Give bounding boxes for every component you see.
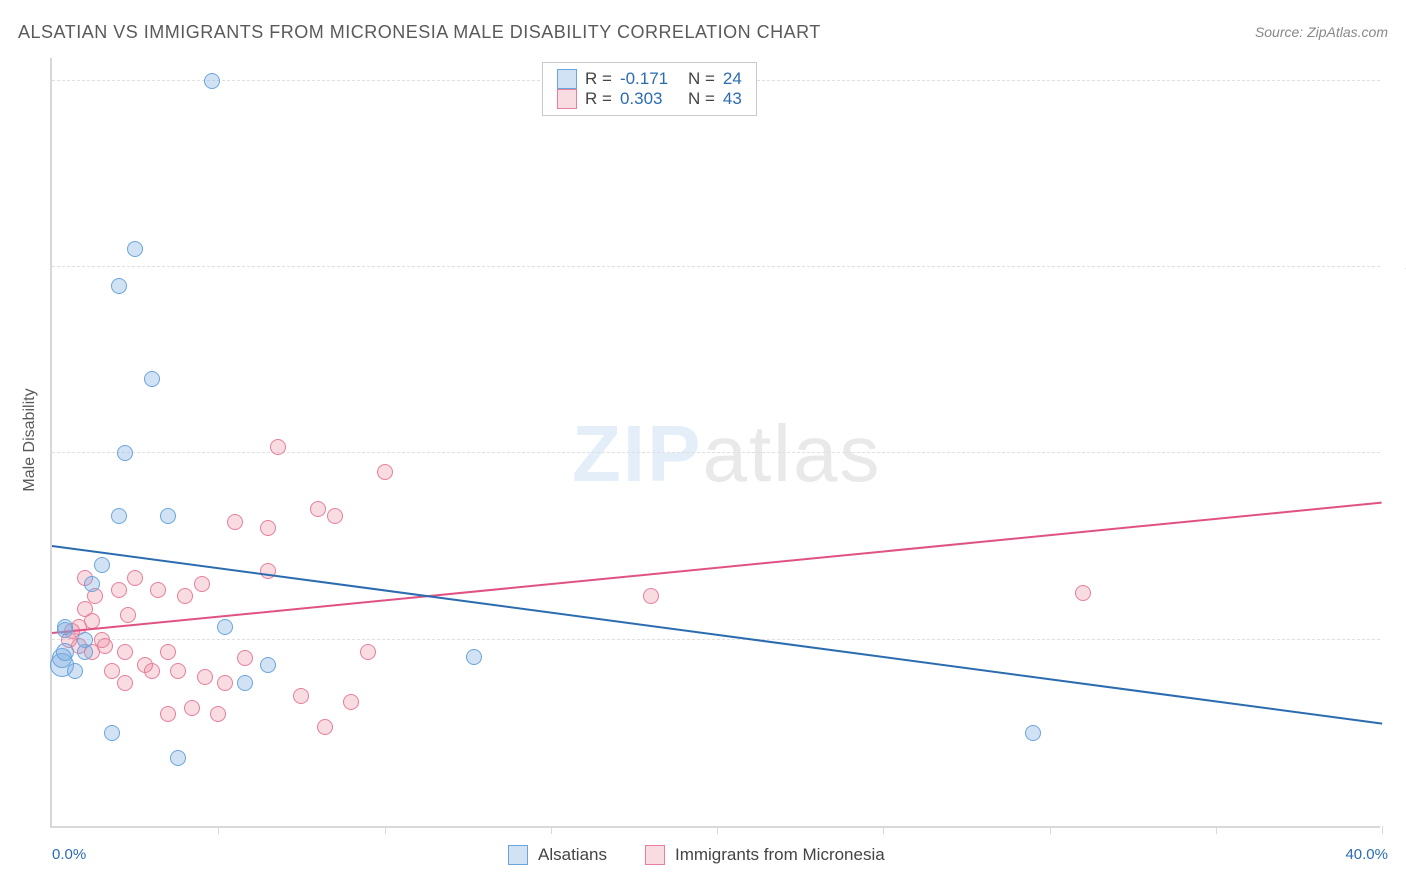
data-point — [293, 688, 309, 704]
watermark: ZIPatlas — [572, 408, 881, 500]
chart-title: ALSATIAN VS IMMIGRANTS FROM MICRONESIA M… — [18, 22, 821, 43]
y-tick-label: 60.0% — [1388, 72, 1406, 89]
x-max-label: 40.0% — [1345, 846, 1388, 863]
y-tick-label: 30.0% — [1388, 445, 1406, 462]
data-point — [343, 694, 359, 710]
data-point — [1025, 725, 1041, 741]
watermark-zip: ZIP — [572, 409, 702, 498]
data-point — [197, 669, 213, 685]
trend-line — [52, 545, 1382, 725]
data-point — [184, 700, 200, 716]
data-point — [84, 576, 100, 592]
data-point — [120, 607, 136, 623]
data-point — [260, 563, 276, 579]
data-point — [67, 663, 83, 679]
data-point — [317, 719, 333, 735]
data-point — [144, 663, 160, 679]
series-swatch — [557, 69, 577, 89]
legend-swatch — [645, 845, 665, 865]
legend-label: Alsatians — [538, 845, 607, 865]
data-point — [310, 501, 326, 517]
stat-r-value: -0.171 — [620, 69, 680, 89]
stat-r-label: R = — [585, 89, 612, 109]
stat-r-label: R = — [585, 69, 612, 89]
data-point — [104, 725, 120, 741]
stat-n-value: 24 — [723, 69, 742, 89]
data-point — [217, 675, 233, 691]
source-attribution: Source: ZipAtlas.com — [1255, 24, 1388, 40]
data-point — [160, 508, 176, 524]
data-point — [270, 439, 286, 455]
data-point — [77, 632, 93, 648]
data-point — [170, 663, 186, 679]
x-tick — [218, 826, 219, 834]
data-point — [77, 601, 93, 617]
data-point — [127, 570, 143, 586]
stat-n-value: 43 — [723, 89, 742, 109]
series-swatch — [557, 89, 577, 109]
data-point — [217, 619, 233, 635]
data-point — [377, 464, 393, 480]
data-point — [260, 520, 276, 536]
x-tick — [883, 826, 884, 834]
gridline-h — [52, 452, 1380, 453]
data-point — [466, 649, 482, 665]
correlation-stats-box: R = -0.171 N = 24 R = 0.303 N = 43 — [542, 62, 757, 116]
watermark-atlas: atlas — [702, 409, 881, 498]
y-tick-label: 45.0% — [1388, 259, 1406, 276]
x-tick — [385, 826, 386, 834]
data-point — [127, 241, 143, 257]
data-point — [227, 514, 243, 530]
data-point — [643, 588, 659, 604]
stat-n-label: N = — [688, 89, 715, 109]
data-point — [111, 582, 127, 598]
data-point — [150, 582, 166, 598]
x-tick — [717, 826, 718, 834]
stat-n-label: N = — [688, 69, 715, 89]
legend-swatch — [508, 845, 528, 865]
data-point — [117, 644, 133, 660]
stats-row: R = 0.303 N = 43 — [557, 89, 742, 109]
data-point — [237, 650, 253, 666]
x-tick — [551, 826, 552, 834]
gridline-h — [52, 266, 1380, 267]
trend-line — [52, 501, 1382, 633]
data-point — [260, 657, 276, 673]
data-point — [160, 706, 176, 722]
data-point — [210, 706, 226, 722]
data-point — [1075, 585, 1091, 601]
data-point — [94, 557, 110, 573]
data-point — [160, 644, 176, 660]
data-point — [177, 588, 193, 604]
data-point — [327, 508, 343, 524]
data-point — [170, 750, 186, 766]
x-tick — [1216, 826, 1217, 834]
data-point — [144, 371, 160, 387]
y-axis-label: Male Disability — [21, 388, 39, 491]
gridline-h — [52, 639, 1380, 640]
data-point — [57, 619, 73, 635]
scatter-plot-area: ZIPatlas 15.0%30.0%45.0%60.0% — [50, 58, 1380, 828]
data-point — [111, 278, 127, 294]
data-point — [56, 643, 74, 661]
stats-row: R = -0.171 N = 24 — [557, 69, 742, 89]
data-point — [97, 638, 113, 654]
data-point — [117, 445, 133, 461]
data-point — [117, 675, 133, 691]
x-tick — [1050, 826, 1051, 834]
data-point — [204, 73, 220, 89]
data-point — [111, 508, 127, 524]
x-tick — [1382, 826, 1383, 834]
data-point — [237, 675, 253, 691]
x-origin-label: 0.0% — [52, 846, 86, 863]
legend-label: Immigrants from Micronesia — [675, 845, 885, 865]
series-legend: Alsatians Immigrants from Micronesia — [508, 845, 913, 865]
data-point — [104, 663, 120, 679]
stat-r-value: 0.303 — [620, 89, 680, 109]
y-tick-label: 15.0% — [1388, 631, 1406, 648]
data-point — [360, 644, 376, 660]
data-point — [194, 576, 210, 592]
